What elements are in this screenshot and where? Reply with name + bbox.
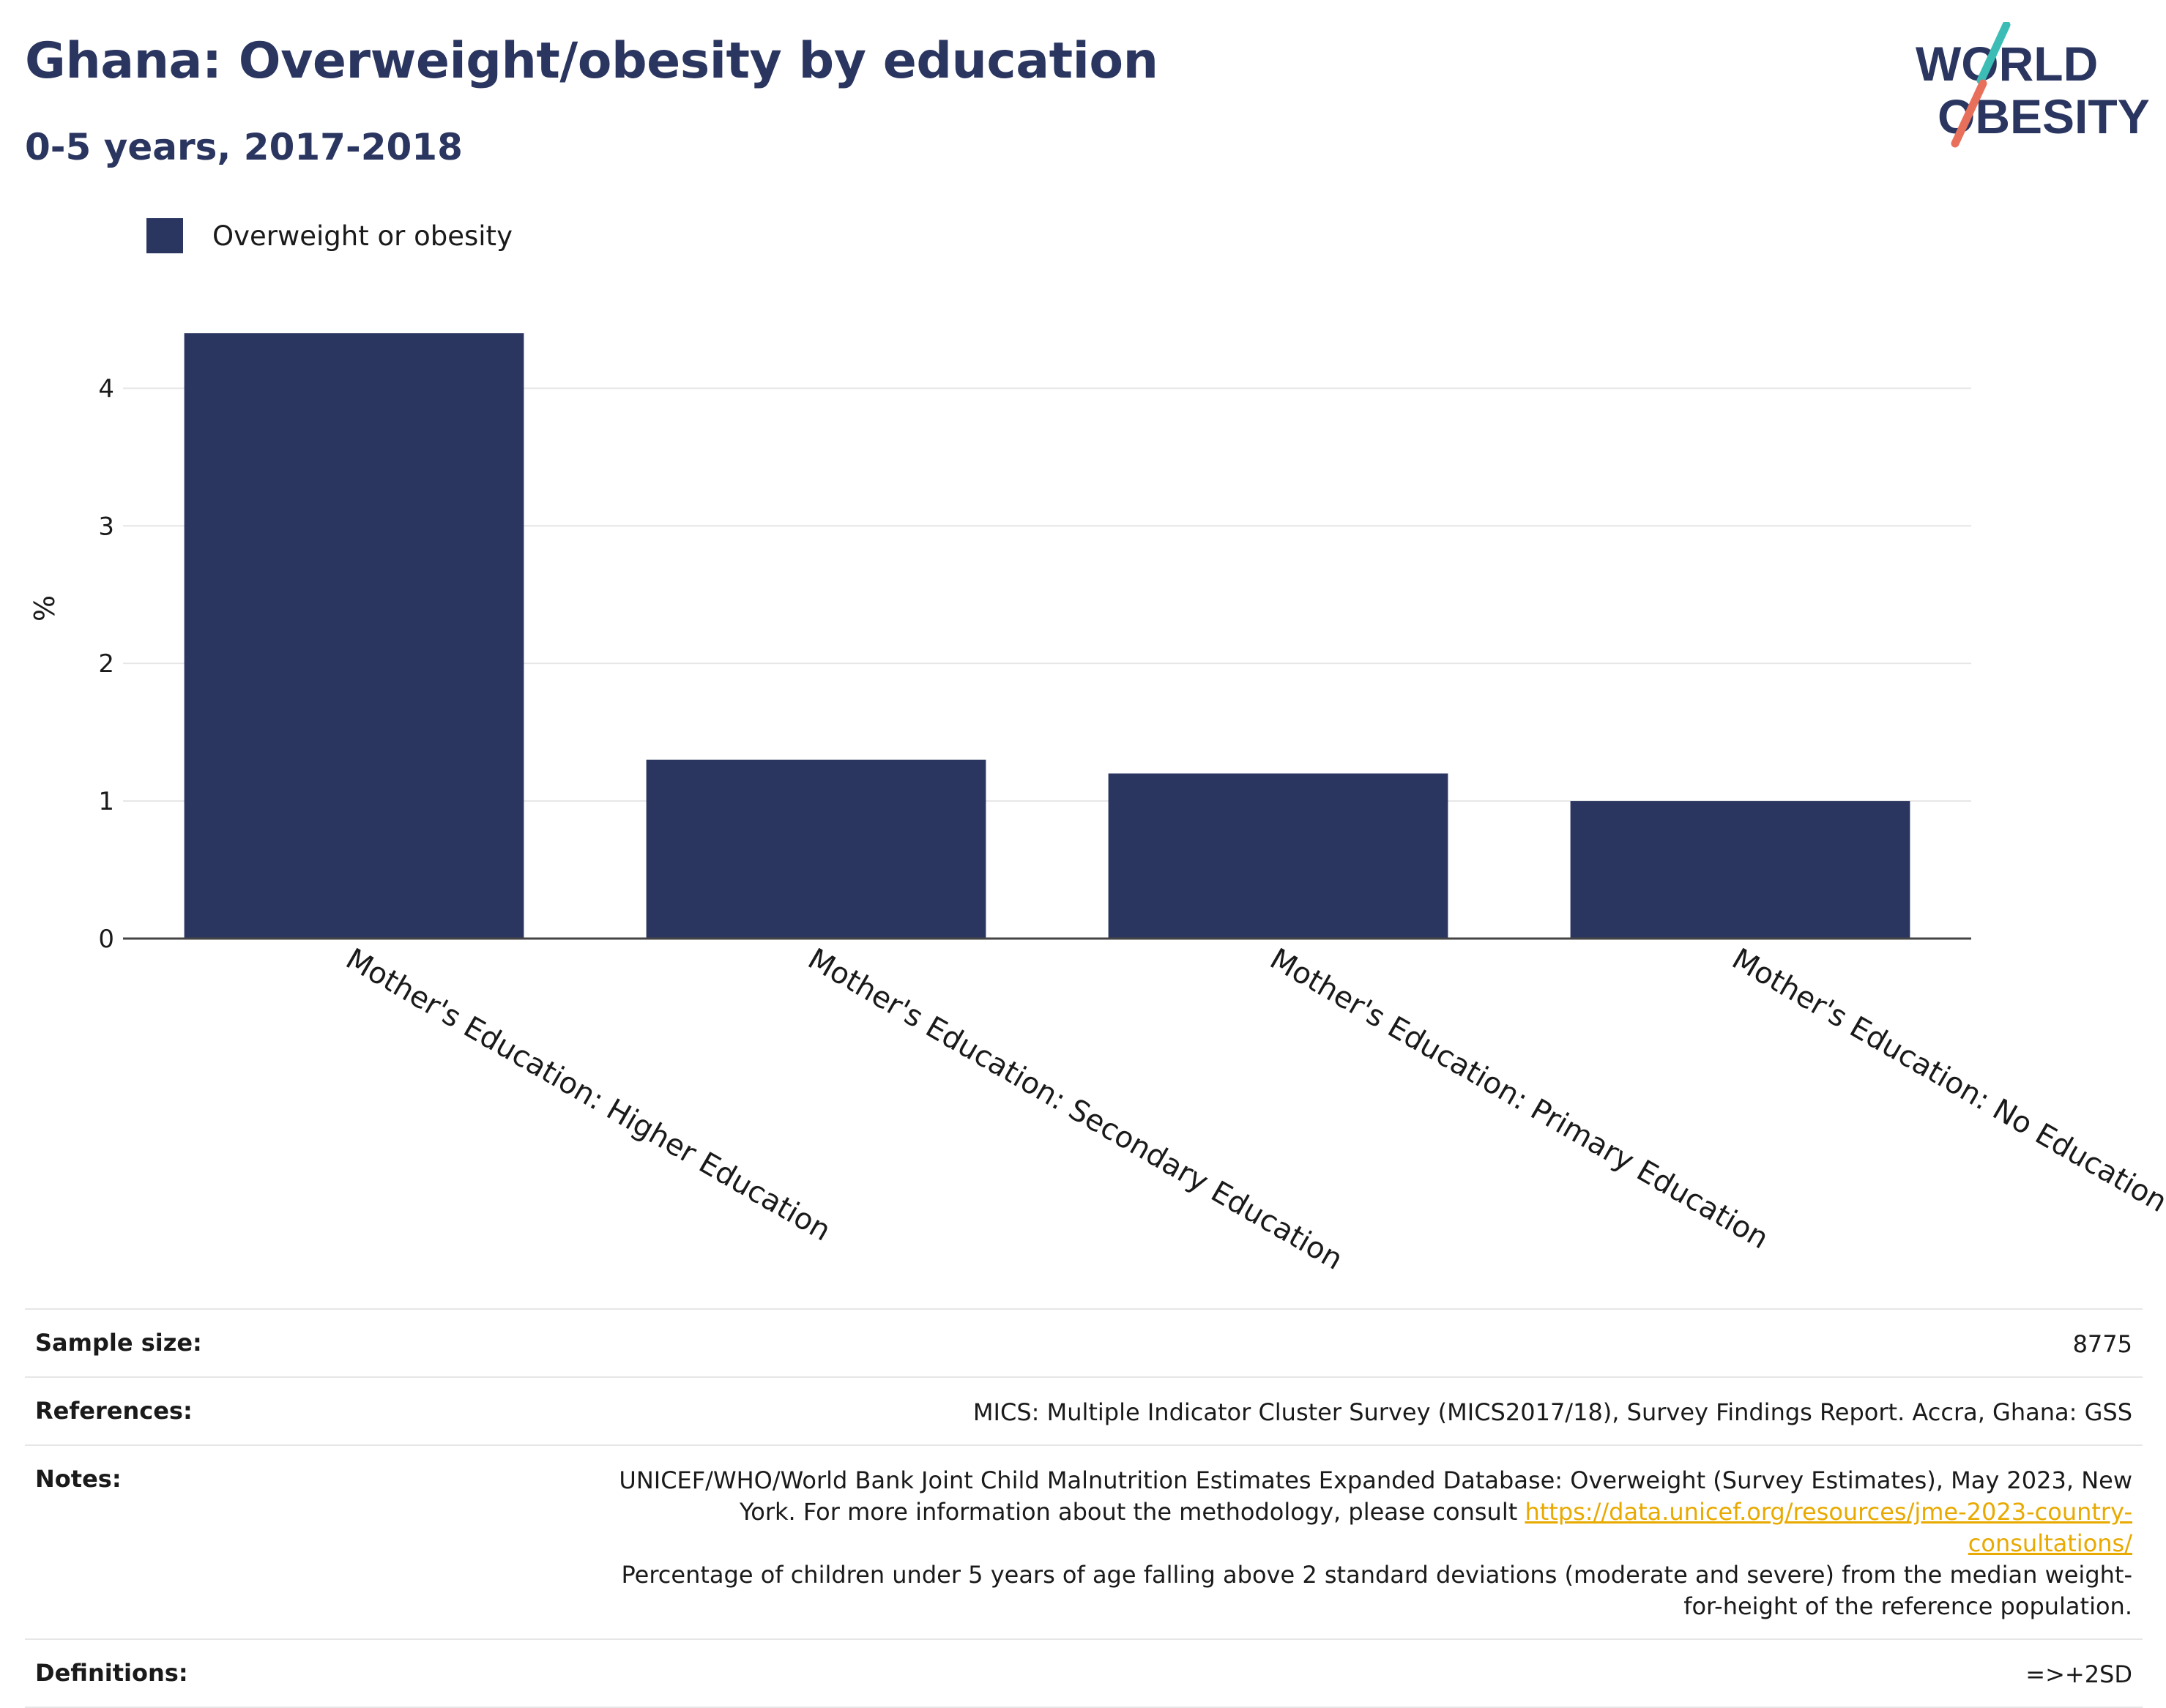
y-tick-label: 2 — [98, 649, 114, 679]
definitions-row: Definitions: =>+2SD — [25, 1638, 2143, 1708]
y-tick-label: 1 — [98, 787, 114, 816]
legend-swatch — [146, 218, 183, 253]
references-row: References: MICS: Multiple Indicator Clu… — [25, 1376, 2143, 1444]
notes-value: UNICEF/WHO/World Bank Joint Child Malnut… — [609, 1465, 2132, 1622]
y-axis-label: % — [29, 595, 61, 622]
sample-size-row: Sample size: 8775 — [25, 1308, 2143, 1376]
chart-title: Ghana: Overweight/obesity by education — [25, 32, 1158, 90]
definitions-label: Definitions: — [35, 1659, 188, 1687]
chart-subtitle: 0-5 years, 2017-2018 — [25, 126, 463, 168]
notes-link[interactable]: https://data.unicef.org/resources/jme-20… — [1525, 1498, 2132, 1557]
bar — [647, 760, 986, 939]
logo-line-1: WORLD — [1916, 37, 2098, 91]
definitions-value: =>+2SD — [2025, 1659, 2132, 1690]
x-tick-label: Mother's Education: Higher Education — [340, 942, 837, 1248]
sample-size-label: Sample size: — [35, 1329, 202, 1357]
references-label: References: — [35, 1397, 193, 1425]
references-value: MICS: Multiple Indicator Cluster Survey … — [973, 1397, 2132, 1428]
x-tick-label: Mother's Education: Secondary Education — [803, 942, 1349, 1274]
sample-size-value: 8775 — [2073, 1329, 2132, 1360]
notes-label: Notes: — [35, 1465, 122, 1493]
x-tick-label: Mother's Education: No Education — [1727, 942, 2166, 1219]
notes-row: Notes: UNICEF/WHO/World Bank Joint Child… — [25, 1444, 2143, 1638]
legend-label: Overweight or obesity — [212, 220, 513, 252]
bar — [185, 333, 524, 939]
metadata-table: Sample size: 8775 References: MICS: Mult… — [25, 1308, 2143, 1708]
x-tick-label: Mother's Education: Primary Education — [1265, 942, 1774, 1256]
y-tick-label: 4 — [98, 374, 114, 403]
legend[interactable]: Overweight or obesity — [146, 217, 513, 255]
notes-text-2: Percentage of children under 5 years of … — [622, 1561, 2133, 1620]
y-tick-label: 0 — [98, 925, 114, 954]
bar-chart: 0 1 2 3 4% Mother's Education: Higher Educati… — [0, 278, 2166, 1274]
y-tick-label: 3 — [98, 512, 114, 541]
bar — [1571, 801, 1910, 939]
world-obesity-logo: WORLD OBESITY — [1904, 22, 2153, 154]
bar — [1109, 774, 1448, 939]
